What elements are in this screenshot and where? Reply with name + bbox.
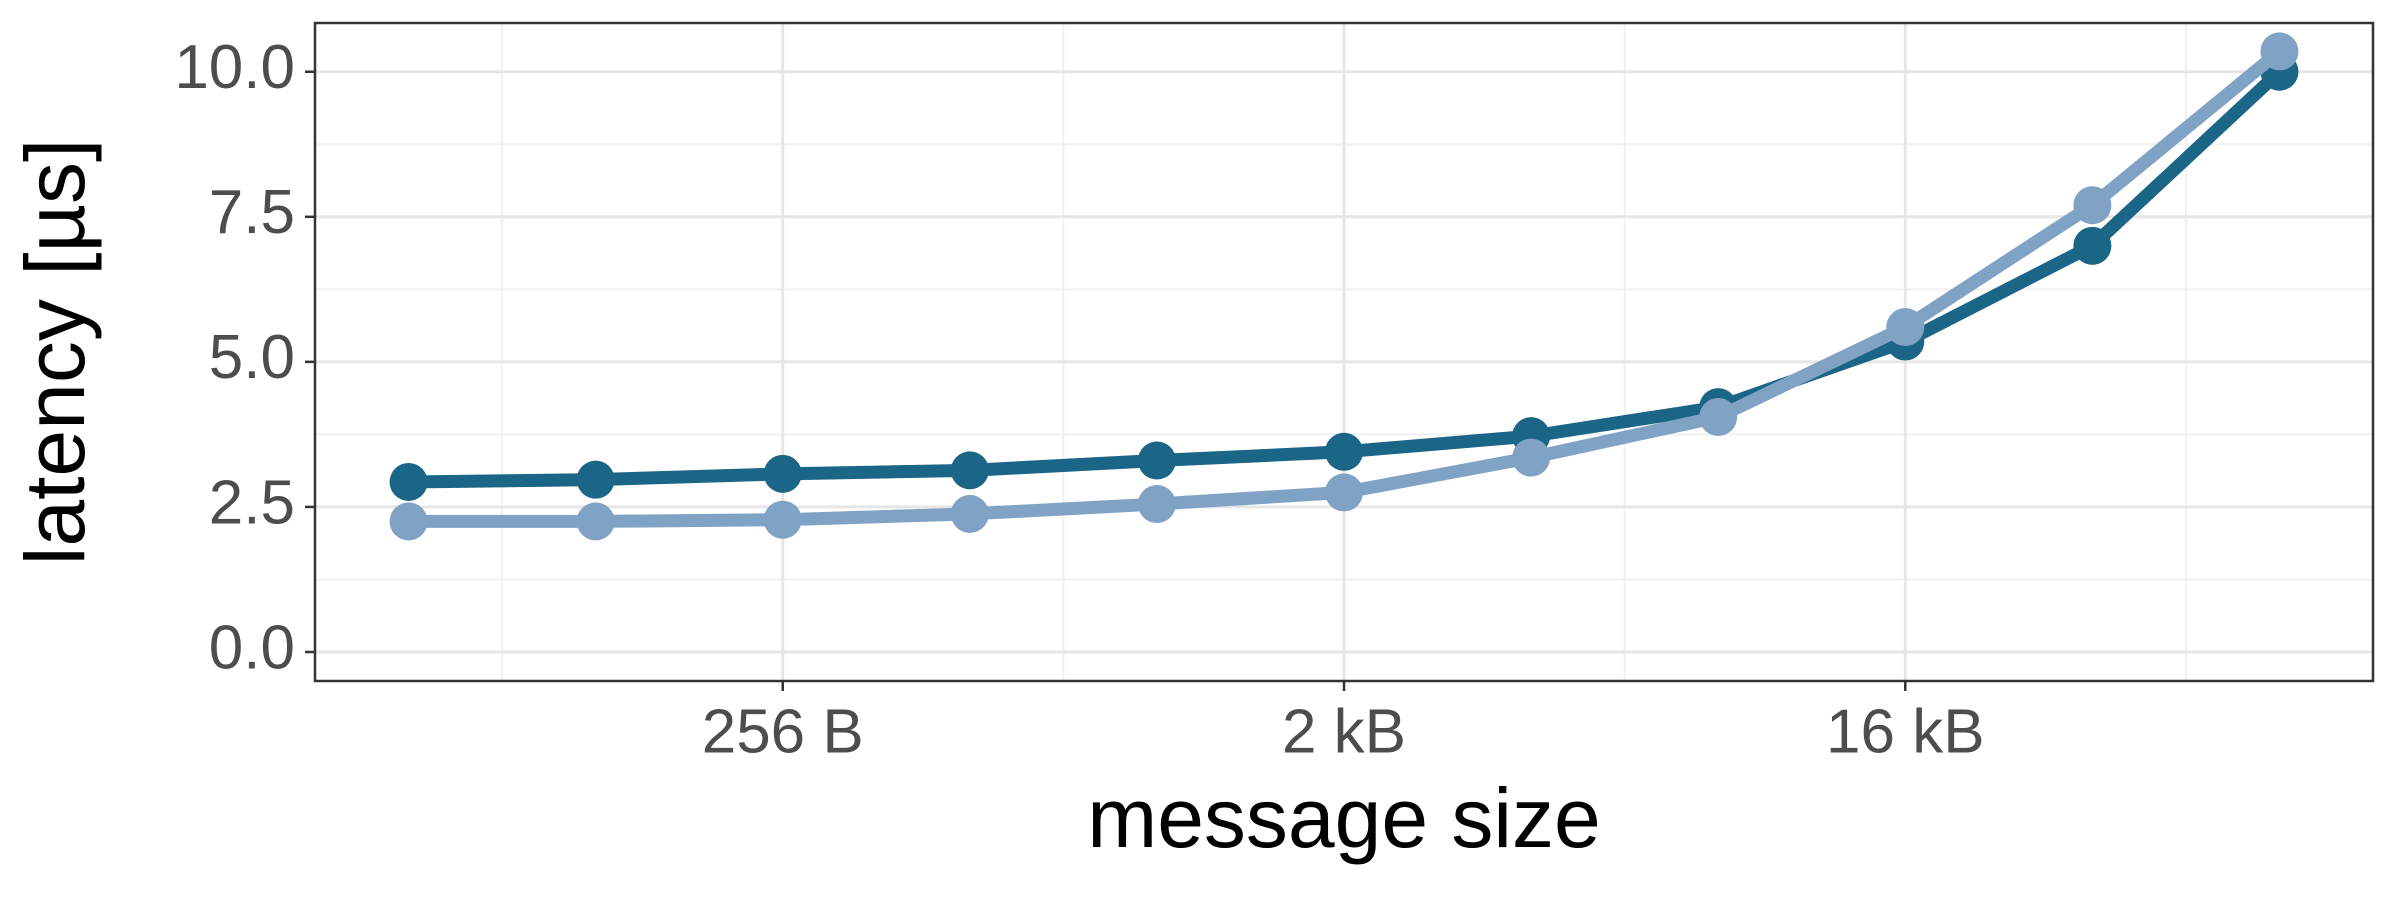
data-point (2073, 226, 2112, 265)
data-point (763, 500, 802, 539)
data-point (1325, 473, 1364, 512)
data-point (1325, 432, 1364, 471)
data-point (576, 502, 615, 541)
x-tick-label: 2 kB (1282, 697, 1406, 766)
data-point (950, 451, 989, 490)
y-tick-label: 0.0 (209, 613, 295, 682)
x-tick-label: 16 kB (1826, 697, 1985, 766)
data-point (1137, 441, 1176, 480)
data-point (576, 460, 615, 499)
x-tick-label: 256 B (702, 697, 864, 766)
y-tick-label: 2.5 (209, 468, 295, 537)
data-point (2073, 186, 2112, 225)
data-point (1886, 308, 1925, 347)
data-point (2260, 32, 2299, 71)
y-tick-label: 5.0 (209, 323, 295, 392)
y-tick-label: 10.0 (174, 33, 295, 102)
y-tick-label: 7.5 (209, 178, 295, 247)
y-axis-title: latency [µs] (8, 139, 102, 566)
grid (315, 23, 2373, 681)
data-point (389, 462, 428, 501)
x-axis-title: message size (1087, 771, 1601, 865)
marks (389, 32, 2299, 541)
data-point (950, 494, 989, 533)
data-point (1512, 438, 1551, 477)
data-point (1699, 397, 1738, 436)
data-point (389, 502, 428, 541)
data-point (763, 454, 802, 493)
data-point (1137, 485, 1176, 524)
